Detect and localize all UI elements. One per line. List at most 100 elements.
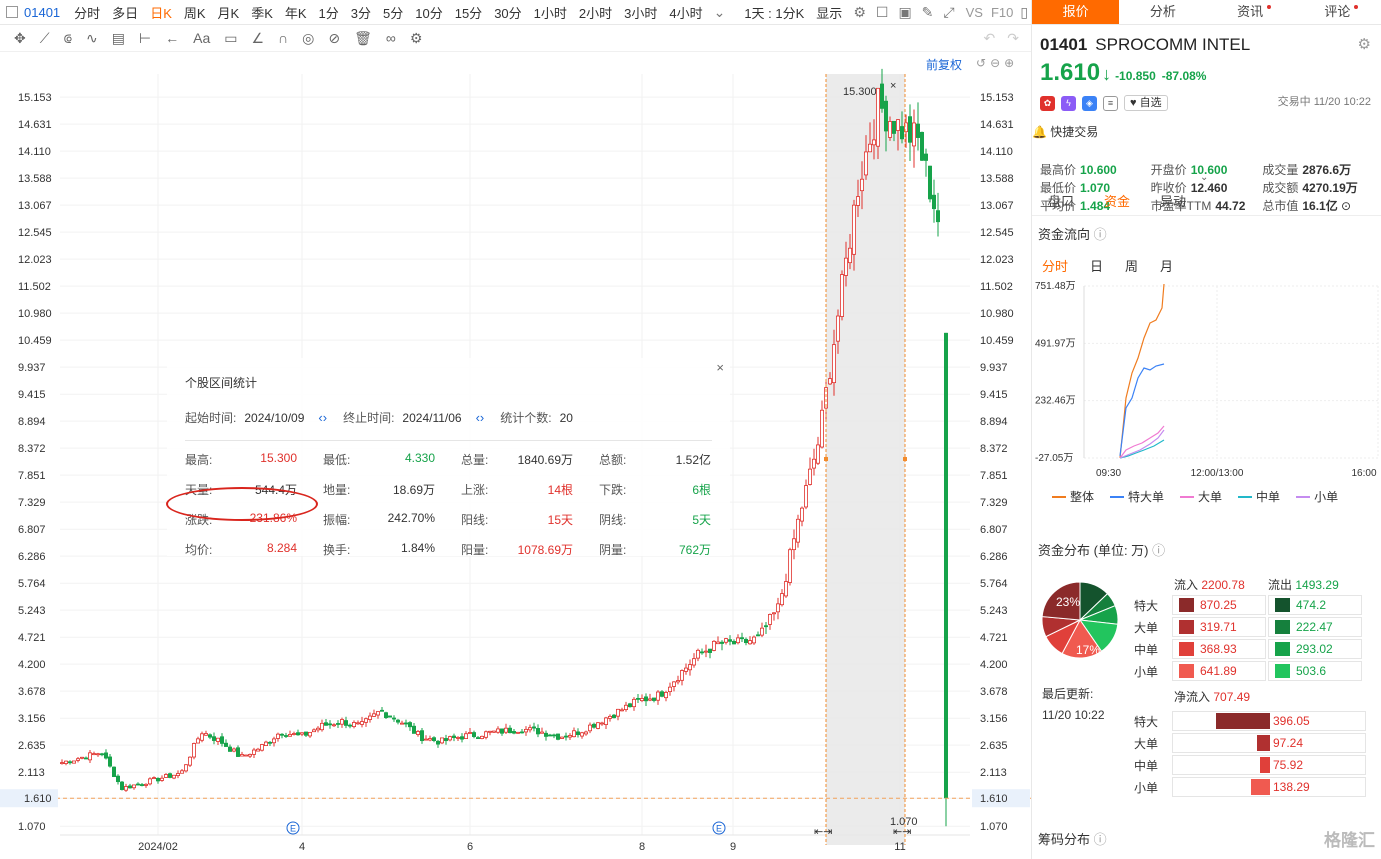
interval-14[interactable]: 2小时: [578, 5, 613, 21]
tab-1[interactable]: 分析: [1119, 0, 1206, 24]
inflow-cell: 319.71: [1172, 617, 1266, 637]
candle-body: [516, 731, 521, 734]
alert-bell-icon[interactable]: 🔔: [1032, 125, 1047, 139]
dist-rows: 特大 870.25 474.2 大单 319.71 222.47 中单 368.93 293.0…: [1134, 594, 1364, 682]
magnet-icon[interactable]: ∩: [278, 30, 289, 46]
flow-series-line: [1119, 439, 1165, 459]
candle-body: [784, 581, 789, 597]
interval-7[interactable]: 1分: [318, 5, 339, 21]
end-adjust-icon[interactable]: ‹›: [475, 410, 485, 425]
more-icon[interactable]: ⊙: [1337, 198, 1352, 213]
quick-trade-button[interactable]: 快捷交易: [1050, 125, 1099, 139]
wave-tool-icon[interactable]: ∿: [85, 29, 98, 46]
subtab-0[interactable]: 盘口: [1048, 194, 1075, 209]
fullscreen-icon[interactable]: ⤢: [943, 3, 955, 20]
candle-body: [135, 783, 140, 786]
candle-body: [367, 715, 372, 720]
chevron-down-icon[interactable]: ⌄: [713, 3, 726, 20]
draw-settings-icon[interactable]: ⚙: [409, 29, 423, 46]
measure-tool-icon[interactable]: ⊢: [138, 29, 152, 46]
interval-5[interactable]: 季K: [251, 5, 273, 21]
interval-16[interactable]: 4小时: [669, 5, 703, 21]
info-icon[interactable]: ⓘ: [1152, 543, 1166, 558]
tab-2[interactable]: 资讯: [1207, 0, 1294, 24]
flow-tab-2[interactable]: 周: [1125, 259, 1139, 274]
candle-body: [804, 485, 809, 508]
watchlist-button[interactable]: ♥ 自选: [1124, 95, 1168, 111]
interval-1[interactable]: 多日: [112, 5, 139, 21]
flow-y-tick: -27.05万: [1035, 453, 1073, 464]
fib-tool-icon[interactable]: ▤: [111, 29, 125, 46]
settings-icon[interactable]: ⚙: [853, 3, 866, 20]
interval-2[interactable]: 日K: [150, 5, 172, 21]
line-tool-icon[interactable]: ⟋: [39, 29, 50, 46]
text-tool[interactable]: Aa: [193, 30, 211, 46]
subtab-2[interactable]: 异动: [1160, 194, 1187, 209]
hide-icon[interactable]: ⊘: [328, 29, 341, 46]
interval-11[interactable]: 15分: [454, 5, 483, 21]
polyline-tool-icon[interactable]: ⟃: [63, 29, 72, 46]
interval-8[interactable]: 3分: [350, 5, 372, 21]
period-select[interactable]: 1天 : 1分K: [744, 5, 805, 21]
info-icon[interactable]: ⓘ: [1093, 832, 1107, 847]
zoom-in-icon[interactable]: ⊕: [1004, 56, 1015, 70]
interval-9[interactable]: 5分: [383, 5, 404, 21]
camera-icon[interactable]: ▣: [898, 3, 912, 20]
redo-icon[interactable]: ↷: [1007, 29, 1019, 46]
ruler-icon[interactable]: ∠: [251, 29, 265, 46]
candle-body: [255, 748, 260, 752]
inflow-swatch: [1179, 598, 1194, 612]
flow-tab-0[interactable]: 分时: [1042, 259, 1069, 274]
subtab-1[interactable]: 资金: [1104, 194, 1131, 209]
fund-flow-title: 资金流向 ⓘ: [1038, 224, 1107, 243]
interval-3[interactable]: 周K: [183, 5, 206, 21]
candle-body: [96, 753, 101, 756]
quote-cell: 市盈率TTM 44.72: [1151, 197, 1263, 214]
close-icon[interactable]: ×: [716, 360, 724, 375]
start-adjust-icon[interactable]: ‹›: [318, 410, 328, 425]
comment-icon[interactable]: ▭: [224, 29, 238, 46]
arrow-tool-icon[interactable]: ←: [165, 30, 180, 46]
info-icon[interactable]: ⓘ: [1093, 227, 1107, 242]
stat-cell: 阴量: 762万: [599, 541, 711, 558]
outflow-swatch: [1275, 620, 1290, 634]
undo-icon[interactable]: ↶: [983, 29, 996, 46]
sidebar-toggle-icon[interactable]: ▯: [1020, 3, 1029, 20]
display-menu[interactable]: 显示: [816, 5, 843, 21]
doc-icon[interactable]: ≡: [1103, 95, 1118, 111]
interval-10[interactable]: 10分: [415, 5, 443, 21]
candle-body: [528, 727, 533, 731]
interval-6[interactable]: 年K: [284, 5, 307, 21]
layout-icon[interactable]: ☐: [875, 3, 889, 20]
candle-body: [108, 756, 113, 767]
interval-4[interactable]: 月K: [217, 5, 240, 21]
stat-value: 18.69万: [392, 483, 435, 497]
tab-0[interactable]: 报价: [1032, 0, 1120, 24]
move-icon[interactable]: ✥: [14, 29, 26, 46]
flow-tab-1[interactable]: 日: [1090, 259, 1104, 274]
f10-button[interactable]: F10: [990, 4, 1014, 20]
zoom-out-icon[interactable]: ⊖: [990, 56, 1001, 70]
link-icon[interactable]: ∞: [385, 30, 396, 46]
stock-title: 01401 SPROCOMM INTEL: [1040, 35, 1373, 55]
stock-code-selector[interactable]: 01401: [6, 5, 60, 20]
pencil-icon[interactable]: ✎: [921, 3, 934, 20]
interval-0[interactable]: 分时: [74, 5, 101, 21]
interval-15[interactable]: 3小时: [624, 5, 658, 21]
reset-icon[interactable]: ↺: [976, 56, 987, 70]
trash-icon[interactable]: 🗑: [354, 29, 372, 46]
flow-tab-3[interactable]: 月: [1160, 259, 1174, 274]
interval-13[interactable]: 1小时: [533, 5, 567, 21]
candle-body: [427, 738, 432, 741]
settings-icon[interactable]: ⚙: [1357, 36, 1371, 53]
candle-body: [467, 732, 472, 734]
range-high-label: 15.300: [843, 86, 877, 98]
eye-icon[interactable]: ◎: [302, 29, 315, 46]
adjust-mode[interactable]: 前复权: [926, 58, 963, 72]
candle-body: [443, 738, 448, 742]
vs-button[interactable]: VS: [965, 4, 983, 20]
interval-12[interactable]: 30分: [494, 5, 522, 21]
y-tick-left: 5.243: [18, 605, 46, 617]
tab-3[interactable]: 评论: [1294, 0, 1381, 24]
expand-caret-icon[interactable]: ⌄: [1200, 172, 1209, 183]
